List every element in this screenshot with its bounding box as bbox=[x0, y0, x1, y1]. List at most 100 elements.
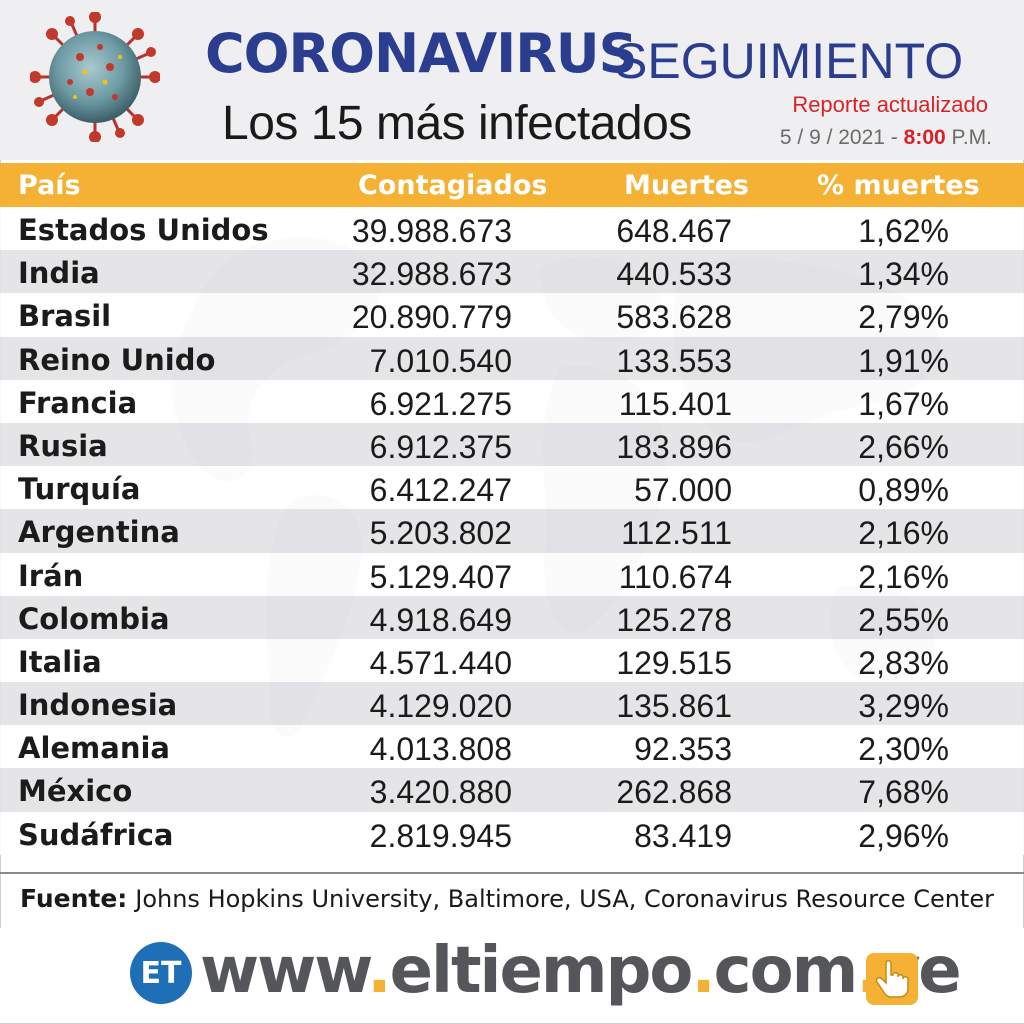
table-row: Turquía 6.412.247 57.000 0,89% bbox=[0, 466, 1024, 510]
column-header-pct-muertes: % muertes bbox=[817, 170, 980, 201]
cell-contagiados: 5.203.802 bbox=[369, 515, 512, 552]
cell-pct-muertes: 2,79% bbox=[858, 299, 949, 336]
cell-pct-muertes: 2,96% bbox=[858, 817, 949, 854]
source-text: Johns Hopkins University, Baltimore, USA… bbox=[135, 885, 994, 913]
cell-contagiados: 3.420.880 bbox=[369, 774, 512, 811]
cell-muertes: 110.674 bbox=[618, 558, 732, 595]
cell-pais: Alemania bbox=[18, 731, 170, 766]
cell-muertes: 440.533 bbox=[616, 256, 732, 293]
table-row: Rusia 6.912.375 183.896 2,66% bbox=[0, 422, 1024, 467]
cell-pais: México bbox=[18, 774, 133, 809]
cell-contagiados: 6.912.375 bbox=[369, 428, 512, 465]
table-body: Estados Unidos 39.988.673 648.467 1,62% Indi… bbox=[0, 207, 1024, 855]
cell-pais: Italia bbox=[18, 644, 102, 679]
table-row: Italia 4.571.440 129.515 2,83% bbox=[0, 638, 1024, 683]
title-sub: SEGUIMIENTO bbox=[614, 33, 964, 89]
cell-pct-muertes: 2,55% bbox=[858, 601, 949, 638]
cell-pais: Estados Unidos bbox=[18, 213, 269, 247]
cell-pct-muertes: 1,62% bbox=[858, 213, 949, 249]
cell-pais: Irán bbox=[18, 558, 84, 593]
cell-contagiados: 20.890.779 bbox=[351, 299, 512, 336]
table-row: Sudáfrica 2.819.945 83.419 2,96% bbox=[0, 811, 1024, 855]
cell-muertes: 115.401 bbox=[618, 385, 732, 422]
cell-muertes: 112.511 bbox=[621, 515, 732, 552]
site-dot: . bbox=[367, 934, 391, 1008]
cell-contagiados: 6.921.275 bbox=[369, 385, 512, 422]
source-divider bbox=[0, 872, 1024, 874]
table-row: México 3.420.880 262.868 7,68% bbox=[0, 768, 1024, 812]
cell-contagiados: 5.129.407 bbox=[369, 558, 512, 595]
cell-contagiados: 4.918.649 bbox=[369, 601, 512, 638]
table-row: Colombia 4.918.649 125.278 2,55% bbox=[0, 595, 1024, 639]
pointing-hand-icon[interactable] bbox=[866, 953, 918, 1005]
site-part: www bbox=[200, 934, 369, 1008]
cell-muertes: 92.353 bbox=[634, 731, 732, 768]
site-dot: . bbox=[691, 934, 715, 1008]
cell-muertes: 125.278 bbox=[616, 601, 732, 638]
cell-muertes: 135.861 bbox=[616, 688, 732, 725]
table-row: Irán 5.129.407 110.674 2,16% bbox=[0, 552, 1024, 596]
cell-pais: India bbox=[18, 256, 100, 291]
cell-pct-muertes: 1,91% bbox=[858, 342, 949, 379]
column-header-contagiados: Contagiados bbox=[358, 170, 548, 201]
cell-pct-muertes: 2,30% bbox=[858, 731, 949, 768]
website-link[interactable]: www.eltiempo.com.ve bbox=[200, 934, 962, 1008]
table-row: Estados Unidos 39.988.673 648.467 1,62% bbox=[0, 207, 1024, 251]
header: CORONAVIRUS SEGUIMIENTO Los 15 más infec… bbox=[0, 0, 1024, 160]
cell-contagiados: 4.129.020 bbox=[369, 688, 512, 725]
cell-pct-muertes: 1,67% bbox=[858, 385, 949, 422]
report-ampm: P.M. bbox=[951, 126, 992, 149]
table-header: País Contagiados Muertes % muertes bbox=[0, 163, 1024, 207]
cell-pct-muertes: 1,34% bbox=[858, 256, 949, 293]
table-row: Brasil 20.890.779 583.628 2,79% bbox=[0, 293, 1024, 337]
table-row: Alemania 4.013.808 92.353 2,30% bbox=[0, 725, 1024, 769]
table-row: Argentina 5.203.802 112.511 2,16% bbox=[0, 509, 1024, 553]
cell-pais: Francia bbox=[18, 385, 138, 420]
cell-pct-muertes: 0,89% bbox=[858, 472, 949, 509]
site-part: eltiempo bbox=[389, 934, 694, 1008]
coronavirus-icon bbox=[30, 12, 160, 142]
pointing-hand-glyph bbox=[875, 960, 909, 998]
cell-pais: Reino Unido bbox=[18, 342, 216, 377]
column-header-muertes: Muertes bbox=[624, 170, 750, 201]
cell-pais: Sudáfrica bbox=[18, 817, 174, 852]
cell-contagiados: 32.988.673 bbox=[351, 256, 512, 293]
cell-contagiados: 39.988.673 bbox=[351, 213, 512, 249]
title-main: CORONAVIRUS bbox=[205, 22, 638, 85]
cell-muertes: 648.467 bbox=[616, 213, 732, 249]
cell-pais: Brasil bbox=[18, 299, 112, 334]
source-note: Fuente: Johns Hopkins University, Baltim… bbox=[20, 884, 994, 913]
cell-muertes: 83.419 bbox=[634, 817, 732, 854]
cell-pais: Indonesia bbox=[18, 688, 178, 723]
cell-pais: Argentina bbox=[18, 515, 180, 550]
data-table: País Contagiados Muertes % muertes Estad… bbox=[0, 163, 1024, 855]
eltiempo-logo[interactable]: ET bbox=[130, 942, 192, 1004]
cell-muertes: 583.628 bbox=[616, 299, 732, 336]
cell-contagiados: 4.013.808 bbox=[369, 731, 512, 768]
cell-pct-muertes: 2,16% bbox=[858, 515, 949, 552]
report-label: Reporte actualizado bbox=[792, 92, 988, 117]
cell-pct-muertes: 7,68% bbox=[858, 774, 949, 811]
report-date-text: 5 / 9 / 2021 - bbox=[779, 126, 898, 149]
cell-pct-muertes: 2,66% bbox=[858, 428, 949, 465]
source-label: Fuente: bbox=[20, 884, 128, 913]
cell-muertes: 133.553 bbox=[616, 342, 732, 379]
cell-contagiados: 6.412.247 bbox=[369, 472, 512, 509]
cell-muertes: 183.896 bbox=[616, 428, 732, 465]
table-row: India 32.988.673 440.533 1,34% bbox=[0, 250, 1024, 294]
cell-pct-muertes: 2,16% bbox=[858, 558, 949, 595]
cell-contagiados: 7.010.540 bbox=[369, 342, 512, 379]
cell-pais: Rusia bbox=[18, 428, 108, 463]
cell-contagiados: 4.571.440 bbox=[369, 644, 512, 681]
cell-pais: Colombia bbox=[18, 601, 170, 636]
report-time: 8:00 bbox=[903, 126, 946, 149]
table-row: Reino Unido 7.010.540 133.553 1,91% bbox=[0, 336, 1024, 380]
cell-pct-muertes: 3,29% bbox=[858, 688, 949, 725]
cell-contagiados: 2.819.945 bbox=[369, 817, 512, 854]
column-header-pais: País bbox=[18, 170, 81, 201]
cell-pct-muertes: 2,83% bbox=[858, 644, 949, 681]
cell-pais: Turquía bbox=[18, 472, 141, 507]
report-date: 5 / 9 / 2021 - 8:00 P.M. bbox=[780, 126, 992, 150]
site-part: com bbox=[713, 934, 859, 1008]
cell-muertes: 129.515 bbox=[616, 644, 732, 681]
